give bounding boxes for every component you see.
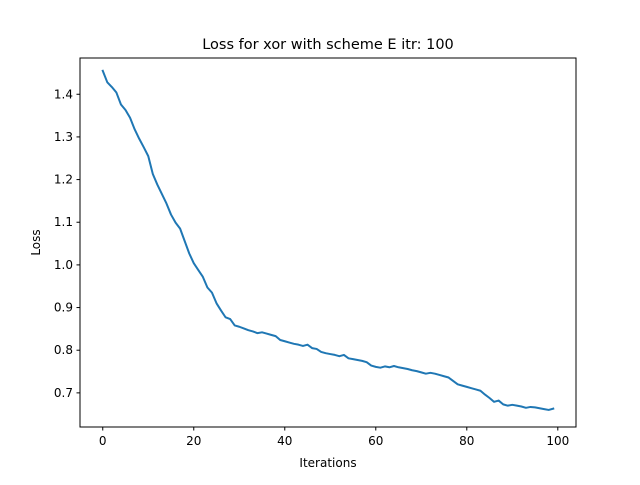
chart-title: Loss for xor with scheme E itr: 100: [202, 37, 454, 53]
plot-area: [80, 58, 576, 427]
y-tick-label: 1.3: [54, 130, 73, 144]
y-tick-label: 0.9: [54, 301, 73, 315]
x-tick-label: 0: [99, 434, 107, 448]
y-tick-label: 0.8: [54, 343, 73, 357]
x-tick-label: 40: [277, 434, 292, 448]
x-axis-label: Iterations: [299, 456, 356, 470]
y-tick-label: 1.0: [54, 258, 73, 272]
x-tick-label: 80: [459, 434, 474, 448]
plot-frame: [79, 57, 577, 428]
y-tick-label: 1.2: [54, 173, 73, 187]
x-tick-label: 20: [186, 434, 201, 448]
loss-series-line: [101, 69, 555, 411]
ticks-layer: 0 20 40 60 80 100 0.7 0.8 0.9 1.0 1.1 1.2 1.3 1.4: [54, 87, 569, 448]
y-tick-label: 0.7: [54, 386, 73, 400]
y-tick-label: 1.1: [54, 215, 73, 229]
y-axis-label: Loss: [29, 229, 43, 255]
x-tick-label: 60: [368, 434, 383, 448]
x-tick-label: 100: [546, 434, 569, 448]
series-layer: [101, 69, 555, 411]
y-tick-label: 1.4: [54, 87, 73, 101]
